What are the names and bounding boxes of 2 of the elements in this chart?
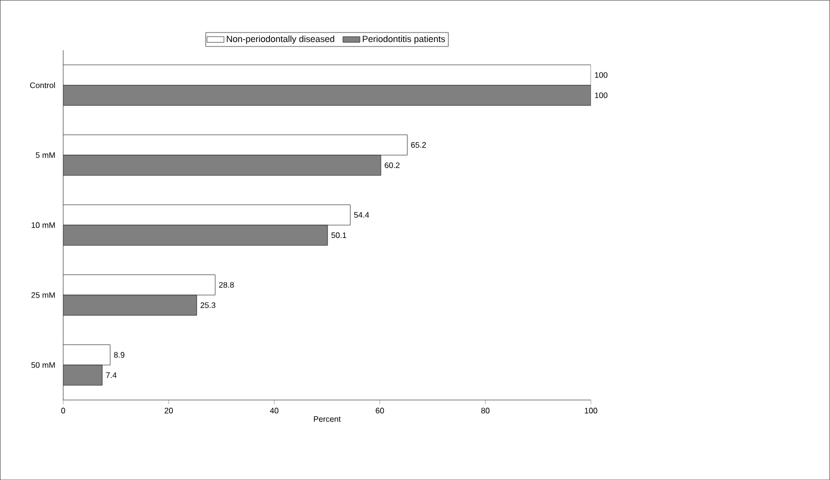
legend-label: Periodontitis patients: [362, 35, 445, 44]
legend-label: Non-periodontally diseased: [226, 35, 334, 44]
